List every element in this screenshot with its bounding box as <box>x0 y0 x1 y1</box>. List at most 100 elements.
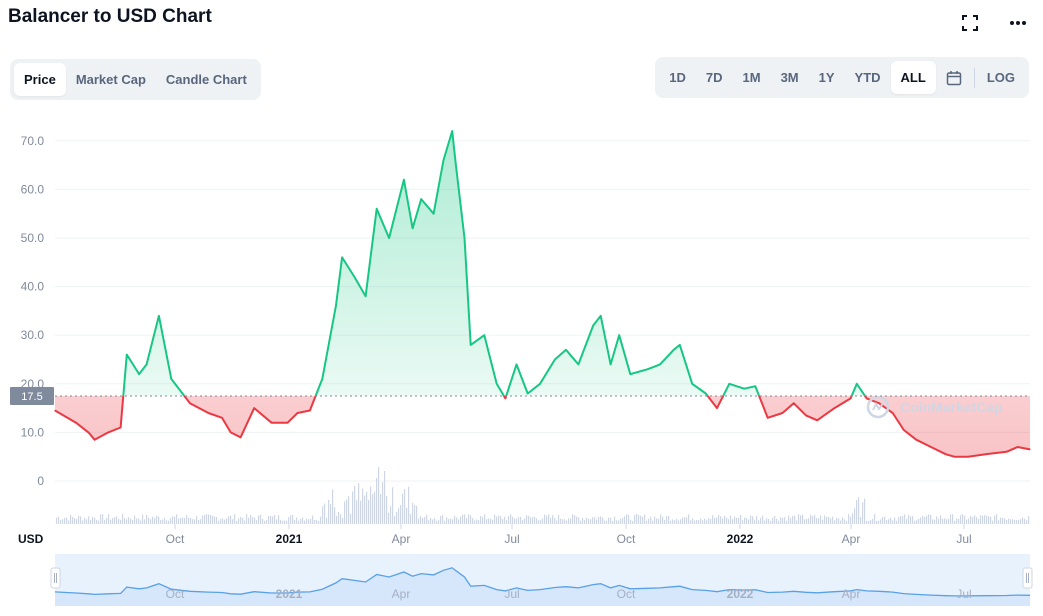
volume-bar <box>578 517 580 524</box>
volume-bar <box>184 517 186 524</box>
volume-bar <box>402 493 404 524</box>
volume-bar <box>294 519 296 524</box>
range-1y[interactable]: 1Y <box>818 70 835 85</box>
grid-layer <box>55 140 1030 482</box>
volume-bar <box>332 489 334 524</box>
volume-bar <box>348 496 350 524</box>
volume-bar <box>976 517 978 524</box>
volume-bar <box>384 471 386 524</box>
volume-bar <box>984 515 986 524</box>
y-tick-label: 40.0 <box>21 280 45 294</box>
volume-bar <box>168 520 170 524</box>
range-7d[interactable]: 7D <box>705 70 723 85</box>
price-point <box>953 456 956 458</box>
volume-bar <box>526 515 528 524</box>
volume-bar <box>162 519 164 524</box>
price-point <box>119 426 122 429</box>
price-point <box>107 431 109 433</box>
volume-bar <box>158 516 160 524</box>
tab-market-cap[interactable]: Market Cap <box>75 72 146 87</box>
expand-icon[interactable] <box>957 10 983 36</box>
volume-bar <box>950 514 952 524</box>
price-point <box>335 305 337 307</box>
log-toggle[interactable]: LOG <box>986 70 1015 85</box>
price-point <box>364 295 367 297</box>
volume-bar <box>728 519 730 524</box>
volume-bar <box>78 515 80 524</box>
volume-bar <box>220 518 222 524</box>
volume-bar <box>338 511 340 524</box>
volume-bar <box>470 515 472 524</box>
calendar-icon[interactable] <box>936 61 972 94</box>
volume-bar <box>458 519 460 524</box>
volume-bar <box>292 515 294 524</box>
range-ytd[interactable]: YTD <box>854 70 881 85</box>
volume-bar <box>128 517 130 524</box>
price-chart[interactable]: 010.020.030.040.050.060.070.0 CoinMarket… <box>0 105 1043 616</box>
volume-bar <box>656 518 658 524</box>
volume-bar <box>1004 518 1006 524</box>
volume-bar <box>544 514 546 524</box>
price-point <box>554 358 556 361</box>
volume-bar <box>260 514 262 524</box>
volume-bar <box>246 514 248 524</box>
volume-bar <box>124 517 126 524</box>
volume-bar <box>510 514 512 524</box>
volume-bar <box>532 517 534 524</box>
volume-bar <box>666 516 668 524</box>
price-point <box>433 213 435 215</box>
volume-bar <box>498 515 500 524</box>
volume-bar <box>272 516 274 524</box>
volume-bar <box>320 516 322 524</box>
volume-bar <box>918 518 920 524</box>
volume-bar <box>400 505 402 524</box>
volume-bar <box>650 516 652 524</box>
volume-bar <box>176 514 178 524</box>
volume-bar <box>776 518 778 524</box>
volume-bar <box>558 514 560 524</box>
volume-bar <box>838 518 840 524</box>
volume-bar <box>924 516 926 524</box>
volume-bar <box>170 518 172 524</box>
volume-bar <box>696 519 698 524</box>
range-1d[interactable]: 1D <box>669 70 686 85</box>
volume-bar <box>540 520 542 524</box>
navigator[interactable]: Oct 2021 Apr Jul Oct 2022 Apr Jul <box>50 554 1033 606</box>
more-icon[interactable] <box>1005 10 1031 36</box>
volume-bar <box>418 518 420 524</box>
price-point <box>126 354 128 356</box>
volume-bar <box>528 515 530 524</box>
volume-bar <box>758 520 760 524</box>
volume-bar <box>584 519 586 524</box>
volume-bar <box>944 518 946 524</box>
volume-bar <box>538 520 540 524</box>
volume-bar <box>204 514 206 524</box>
volume-bar <box>890 517 892 524</box>
volume-bar <box>862 502 864 524</box>
volume-bar <box>792 516 794 524</box>
volume-bar <box>344 501 346 524</box>
volume-bar <box>352 491 354 524</box>
volume-bar <box>274 514 276 524</box>
tab-price[interactable]: Price <box>14 63 66 96</box>
tab-candle-chart[interactable]: Candle Chart <box>165 72 247 87</box>
range-all[interactable]: ALL <box>890 61 936 94</box>
volume-bar <box>494 514 496 524</box>
volume-bar <box>214 516 216 524</box>
top-icons <box>957 10 1031 36</box>
navigator-handle-right[interactable] <box>1022 567 1033 589</box>
volume-bar <box>112 518 114 524</box>
volume-bar <box>254 517 256 524</box>
navigator-handle-left[interactable] <box>50 567 61 589</box>
volume-bar <box>790 517 792 524</box>
range-3m[interactable]: 3M <box>780 70 799 85</box>
volume-bar <box>784 517 786 524</box>
navigator-tick-label: 2022 <box>727 587 754 601</box>
range-1m[interactable]: 1M <box>742 70 761 85</box>
volume-bar <box>310 518 312 524</box>
volume-bar <box>90 519 92 524</box>
price-point <box>515 363 518 365</box>
area-below <box>55 395 1030 457</box>
volume-bar <box>216 517 218 524</box>
volume-bar <box>390 506 392 524</box>
